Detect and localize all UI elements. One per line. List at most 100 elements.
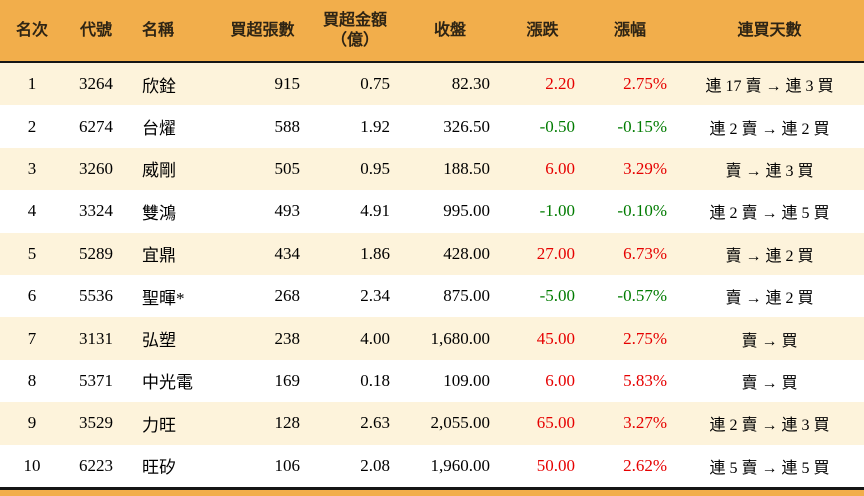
table-row: 10 6223 旺矽 106 2.08 1,960.00 50.00 2.62%…: [0, 444, 864, 490]
streak-cell: 賣 → 連 2 買: [725, 247, 814, 265]
name-cell: 欣銓: [142, 76, 176, 96]
volume-cell: 106: [215, 444, 310, 490]
code-cell: 3260: [79, 158, 113, 178]
amount-cell: 1.86: [360, 243, 390, 263]
change-cell: -5.00: [539, 286, 575, 306]
volume-cell: 915: [274, 74, 301, 94]
header-code: 代號: [64, 0, 128, 63]
volume-cell: 238: [274, 328, 301, 348]
change-cell: -1.00: [539, 201, 575, 221]
rank-cell: 1: [27, 74, 37, 94]
rank-cell: 6: [27, 286, 37, 306]
change-cell: 50.00: [500, 444, 585, 490]
change-pct-cell: 2.75%: [623, 74, 667, 94]
close-cell: 2,055.00: [430, 413, 491, 433]
volume-cell: 169: [274, 370, 301, 390]
streak-cell: 賣 → 買: [741, 374, 798, 392]
change-pct-cell: 2.62%: [585, 444, 675, 490]
amount-cell: 2.08: [310, 444, 400, 490]
volume-cell: 505: [274, 158, 301, 178]
amount-cell: 2.63: [360, 413, 390, 433]
streak-cell: 連 2 賣 → 連 3 買: [709, 417, 830, 435]
streak-cell: 連 2 賣 → 連 5 買: [709, 205, 830, 223]
table-row: 8 5371 中光電 169 0.18 109.00 6.00 5.83% 賣 …: [0, 359, 864, 403]
change-pct-cell: 3.29%: [623, 158, 667, 178]
name-cell: 雙鴻: [142, 203, 176, 223]
table-row: 7 3131 弘塑 238 4.00 1,680.00 45.00 2.75% …: [0, 317, 864, 360]
change-pct-cell: -0.57%: [617, 286, 667, 306]
table-row: 1 3264 欣銓 915 0.75 82.30 2.20 2.75% 連 17…: [0, 62, 864, 106]
header-streak: 連買天數: [675, 0, 864, 63]
change-cell: 6.00: [545, 370, 575, 390]
change-cell: 27.00: [536, 243, 575, 263]
streak-cell: 連 17 賣 → 連 3 買: [705, 78, 834, 96]
code-cell: 6223: [64, 444, 128, 490]
amount-cell: 0.75: [360, 74, 390, 94]
close-cell: 82.30: [451, 74, 490, 94]
change-cell: 6.00: [545, 158, 575, 178]
header-close: 收盤: [400, 0, 500, 63]
header-change: 漲跌: [500, 0, 585, 63]
rank-cell: 10: [0, 444, 64, 490]
change-pct-cell: 2.75%: [623, 328, 667, 348]
change-pct-cell: 6.73%: [623, 243, 667, 263]
header-change-pct: 漲幅: [585, 0, 675, 63]
table-row: 6 5536 聖暉* 268 2.34 875.00 -5.00 -0.57% …: [0, 274, 864, 318]
rank-cell: 8: [27, 370, 37, 390]
code-cell: 5371: [79, 370, 113, 390]
rank-cell: 3: [27, 158, 37, 178]
table-body: 1 3264 欣銓 915 0.75 82.30 2.20 2.75% 連 17…: [0, 62, 864, 490]
name-cell: 弘塑: [142, 331, 176, 351]
name-cell: 力旺: [142, 415, 176, 435]
header-amount: 買超金額 （億）: [310, 0, 400, 63]
code-cell: 5289: [79, 243, 113, 263]
close-cell: 188.50: [443, 158, 490, 178]
volume-cell: 588: [274, 116, 301, 136]
change-pct-cell: -0.10%: [617, 201, 667, 221]
change-pct-cell: -0.15%: [617, 116, 667, 136]
change-pct-cell: 5.83%: [623, 370, 667, 390]
streak-cell: 賣 → 連 3 買: [725, 162, 814, 180]
table-row: 5 5289 宜鼎 434 1.86 428.00 27.00 6.73% 賣 …: [0, 232, 864, 275]
amount-cell: 1.92: [360, 116, 390, 136]
code-cell: 3264: [79, 74, 113, 94]
amount-cell: 4.00: [360, 328, 390, 348]
name-cell: 旺矽: [128, 444, 215, 490]
name-cell: 聖暉*: [142, 288, 185, 308]
table-row: 4 3324 雙鴻 493 4.91 995.00 -1.00 -0.10% 連…: [0, 190, 864, 233]
close-cell: 1,960.00: [400, 444, 500, 490]
change-cell: 2.20: [545, 74, 575, 94]
streak-cell: 賣 → 買: [741, 332, 798, 350]
name-cell: 台燿: [142, 119, 176, 139]
close-cell: 428.00: [443, 243, 490, 263]
table-row: 9 3529 力旺 128 2.63 2,055.00 65.00 3.27% …: [0, 402, 864, 445]
rank-cell: 4: [27, 201, 37, 221]
name-cell: 中光電: [142, 373, 193, 393]
code-cell: 3529: [79, 413, 113, 433]
close-cell: 1,680.00: [430, 328, 491, 348]
amount-cell: 4.91: [360, 201, 390, 221]
amount-cell: 0.18: [360, 370, 390, 390]
close-cell: 326.50: [443, 116, 490, 136]
close-cell: 995.00: [443, 201, 490, 221]
amount-cell: 2.34: [360, 286, 390, 306]
close-cell: 875.00: [443, 286, 490, 306]
change-cell: -0.50: [539, 116, 575, 136]
change-cell: 65.00: [536, 413, 575, 433]
header-volume: 買超張數: [215, 0, 310, 63]
table-row: 3 3260 威剛 505 0.95 188.50 6.00 3.29% 賣 →…: [0, 147, 864, 191]
rank-cell: 9: [27, 413, 37, 433]
name-cell: 威剛: [142, 161, 176, 181]
header-name: 名稱: [128, 0, 215, 63]
rank-cell: 7: [27, 328, 37, 348]
code-cell: 5536: [79, 286, 113, 306]
rank-cell: 2: [27, 116, 37, 136]
header-rank: 名次: [0, 0, 64, 63]
table-row: 2 6274 台燿 588 1.92 326.50 -0.50 -0.15% 連…: [0, 105, 864, 148]
header-row: 名次 代號 名稱 買超張數 買超金額 （億） 收盤 漲跌 漲幅 連買天數: [0, 0, 864, 63]
volume-cell: 493: [274, 201, 301, 221]
code-cell: 3324: [79, 201, 113, 221]
change-pct-cell: 3.27%: [623, 413, 667, 433]
close-cell: 109.00: [443, 370, 490, 390]
